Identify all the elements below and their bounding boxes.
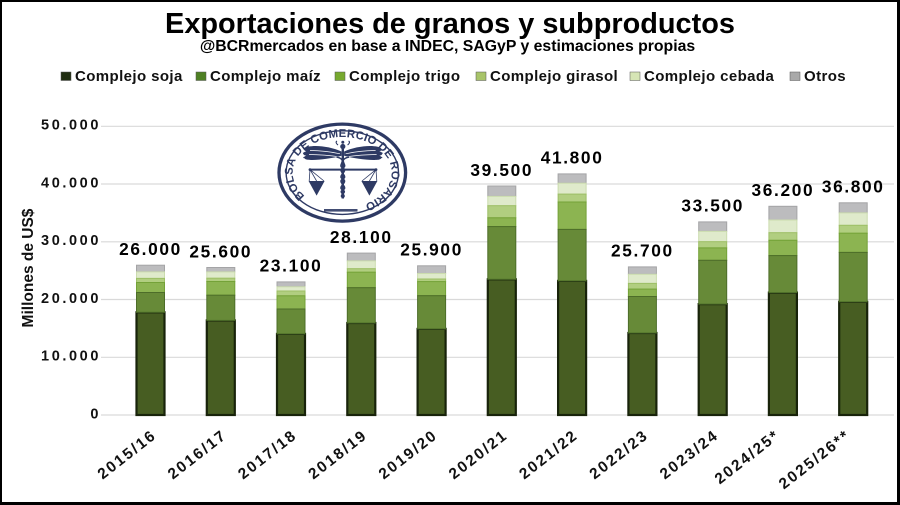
svg-text:Complejo soja: Complejo soja xyxy=(75,68,183,85)
svg-text:39.500: 39.500 xyxy=(470,160,533,180)
svg-text:50.000: 50.000 xyxy=(41,118,101,134)
svg-text:23.100: 23.100 xyxy=(260,256,323,276)
svg-text:Exportaciones de granos y subp: Exportaciones de granos y subproductos xyxy=(165,8,735,40)
svg-text:28.100: 28.100 xyxy=(330,227,393,247)
svg-text:Millones de US$: Millones de US$ xyxy=(20,208,37,327)
svg-text:@BCRmercados en base a INDEC,: @BCRmercados en base a INDEC, SAGyP y es… xyxy=(200,38,696,55)
svg-text:36.200: 36.200 xyxy=(752,180,815,200)
svg-text:Complejo girasol: Complejo girasol xyxy=(490,68,618,85)
svg-text:30.000: 30.000 xyxy=(41,233,101,249)
svg-text:20.000: 20.000 xyxy=(41,291,101,307)
svg-text:10.000: 10.000 xyxy=(41,349,101,365)
svg-text:25.600: 25.600 xyxy=(189,241,252,261)
svg-text:25.900: 25.900 xyxy=(400,240,463,260)
svg-text:41.800: 41.800 xyxy=(541,148,604,168)
svg-text:25.700: 25.700 xyxy=(611,241,674,261)
svg-text:Otros: Otros xyxy=(804,68,846,85)
svg-text:Complejo trigo: Complejo trigo xyxy=(349,68,460,85)
svg-text:26.000: 26.000 xyxy=(119,239,182,259)
svg-text:40.000: 40.000 xyxy=(41,175,101,191)
svg-text:Complejo cebada: Complejo cebada xyxy=(644,68,774,85)
svg-text:0: 0 xyxy=(90,406,101,422)
svg-text:36.800: 36.800 xyxy=(822,177,885,197)
svg-text:33.500: 33.500 xyxy=(681,196,744,216)
svg-text:Complejo maíz: Complejo maíz xyxy=(210,68,321,85)
